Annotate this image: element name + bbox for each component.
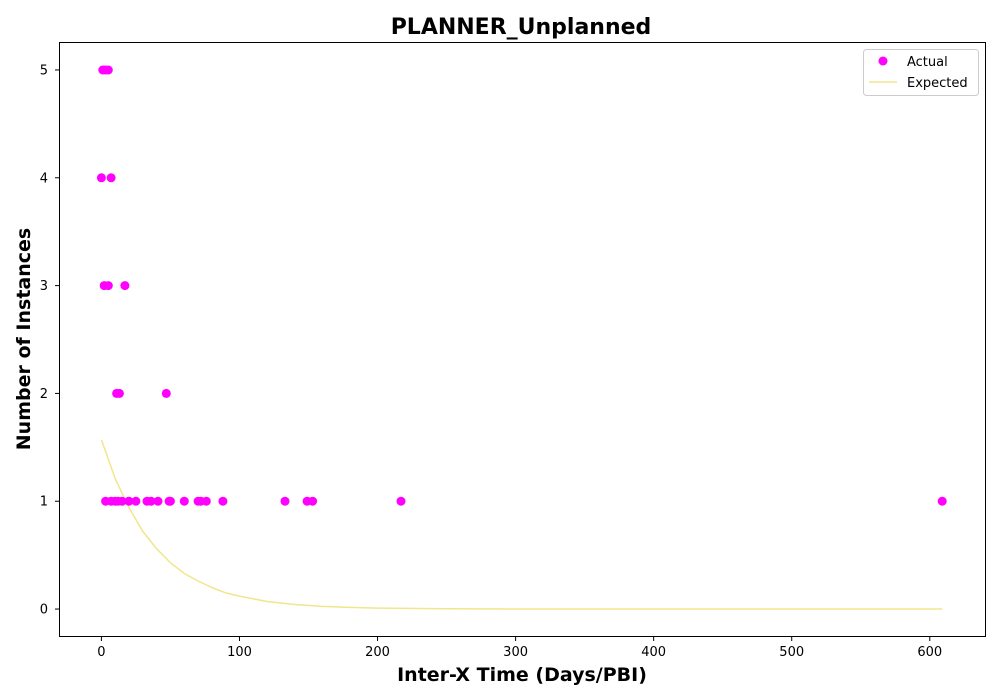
y-axis: 0 1 2 3 4 5: [40, 63, 60, 618]
y-tick-label: 4: [40, 171, 48, 186]
actual-point: [103, 65, 113, 75]
actual-point: [165, 496, 175, 506]
x-tick-label: 500: [779, 645, 804, 660]
legend-box: [863, 49, 979, 96]
actual-point: [124, 496, 134, 506]
actual-point: [117, 496, 127, 506]
plot-frame: [59, 42, 986, 637]
legend-actual-label: Actual: [907, 55, 948, 70]
y-tick-label: 3: [40, 279, 48, 294]
actual-point: [103, 281, 113, 291]
y-tick-label: 0: [40, 603, 48, 618]
actual-point: [396, 496, 406, 506]
x-tick-label: 400: [641, 645, 666, 660]
actual-point: [114, 388, 124, 398]
expected-line: [100, 439, 943, 610]
actual-point: [218, 496, 228, 506]
plot-area: [96, 65, 947, 610]
actual-point: [201, 496, 211, 506]
chart-title: PLANNER_Unplanned: [391, 15, 652, 40]
actual-point: [179, 496, 189, 506]
y-tick-label: 1: [40, 495, 48, 510]
y-tick-label: 5: [40, 63, 48, 78]
x-tick-label: 200: [365, 645, 390, 660]
x-tick-label: 600: [917, 645, 942, 660]
actual-point: [96, 173, 106, 183]
actual-point: [308, 496, 318, 506]
actual-point: [161, 388, 171, 398]
x-tick-label: 100: [227, 645, 252, 660]
x-tick-label: 0: [97, 645, 105, 660]
legend-expected-label: Expected: [907, 76, 968, 91]
actual-point: [131, 496, 141, 506]
legend: Actual Expected: [863, 49, 979, 96]
actual-point: [280, 496, 290, 506]
y-tick-label: 2: [40, 387, 48, 402]
x-axis: 0 100 200 300 400 500 600: [97, 636, 942, 660]
actual-point: [937, 496, 947, 506]
x-axis-label: Inter-X Time (Days/PBI): [397, 664, 647, 686]
actual-point: [106, 173, 116, 183]
actual-point: [120, 281, 130, 291]
actual-point: [146, 496, 156, 506]
x-tick-label: 300: [503, 645, 528, 660]
y-axis-label: Number of Instances: [13, 228, 35, 450]
actual-point: [153, 496, 163, 506]
legend-actual-marker: [878, 56, 888, 66]
